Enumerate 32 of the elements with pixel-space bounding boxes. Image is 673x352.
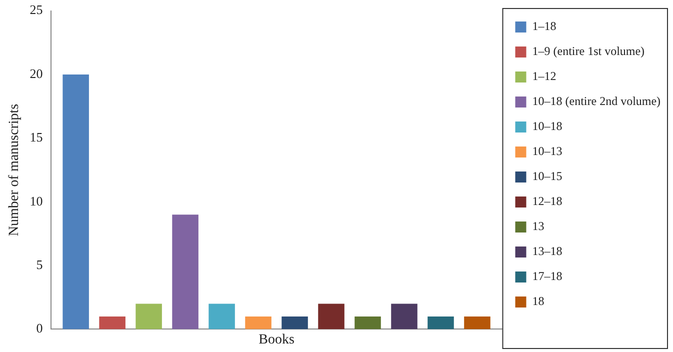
legend-label: 1–9 (entire 1st volume) [532,44,645,58]
legend-label: 17–18 [532,269,562,284]
y-axis-title: Number of manuscripts [7,104,22,236]
bar [136,304,162,330]
bar [354,316,381,330]
y-tick-label: 20 [30,66,43,81]
legend-label: 13 [532,219,544,234]
y-tick-label: 25 [30,2,43,18]
legend-label: 1–18 [532,19,556,34]
legend-label: 13–18 [532,244,562,258]
bar [245,316,272,330]
bar [318,304,344,330]
y-tick-label: 5 [36,256,43,272]
legend-label: 18 [532,294,544,308]
bar [172,214,198,330]
y-tick-label: 15 [30,130,43,145]
legend-label: 10–18 [532,119,562,134]
bar [99,316,126,330]
bar [282,316,308,330]
bar [208,304,235,330]
y-tick-label: 0 [36,320,43,336]
y-tick-label: 10 [30,193,43,208]
bar [391,304,418,330]
bar [62,74,89,330]
legend-label: 1–12 [532,69,556,84]
legend-label: 10–13 [532,144,562,158]
legend-label: 10–15 [532,169,562,184]
bar [428,316,454,330]
bar [464,316,490,330]
x-tick-label: Books [258,332,294,348]
legend-label: 10–18 (entire 2nd volume) [532,94,661,108]
legend-label: 12–18 [532,194,562,208]
